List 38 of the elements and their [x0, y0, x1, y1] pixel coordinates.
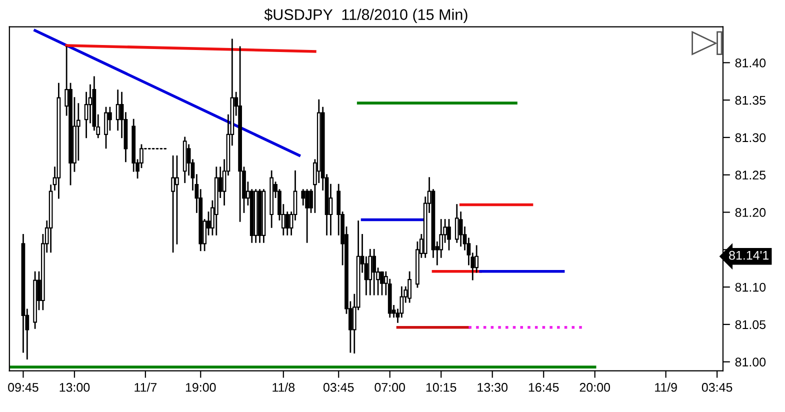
candlestick [108, 106, 112, 131]
y-tick-label: 81.05 [735, 320, 766, 330]
candlestick [368, 248, 372, 296]
y-tick-label: 81.00 [735, 358, 766, 366]
candlestick [171, 155, 175, 253]
candlestick [458, 212, 463, 247]
candlestick [104, 106, 108, 149]
chart-title: $USDJPY 11/8/2010 (15 Min) [264, 8, 468, 23]
x-tick-label: 09:45 [8, 382, 38, 392]
x-tick-label: 13:30 [478, 382, 508, 392]
x-tick-label: 13:00 [60, 382, 90, 392]
x-tick-label: 20:00 [580, 382, 610, 392]
x-tick-label: 11/7 [134, 382, 157, 392]
candlestick [116, 90, 120, 131]
y-tick-label: 81.25 [735, 170, 766, 180]
candlestick [454, 204, 459, 243]
candlestick [447, 219, 451, 250]
candlestick [285, 212, 290, 236]
candlestick [305, 189, 309, 243]
x-tick-label: 19:00 [186, 382, 216, 392]
y-tick-label: 81.20 [735, 208, 766, 217]
x-tick-label: 16:45 [528, 382, 559, 392]
x-tick-label: 07:00 [374, 382, 406, 392]
y-tick-label: 81.40 [735, 58, 766, 68]
candlestick [380, 271, 384, 296]
x-tick-label: 03:45 [323, 382, 354, 392]
candlestick [408, 271, 412, 303]
x-tick-label: 10:15 [426, 382, 456, 392]
x-tick-label: 11/9 [655, 382, 677, 392]
candlestick [301, 189, 306, 206]
candlestick [175, 155, 179, 244]
text: 81.14'1 [729, 250, 769, 260]
x-tick-label: 03:45 [702, 382, 732, 392]
candlestick [372, 248, 376, 296]
x-tick-label: 11/8 [272, 382, 295, 392]
y-tick-label: 81.35 [735, 96, 766, 105]
y-tick-label: 81.10 [735, 282, 766, 292]
y-tick-label: 81.30 [735, 133, 766, 142]
